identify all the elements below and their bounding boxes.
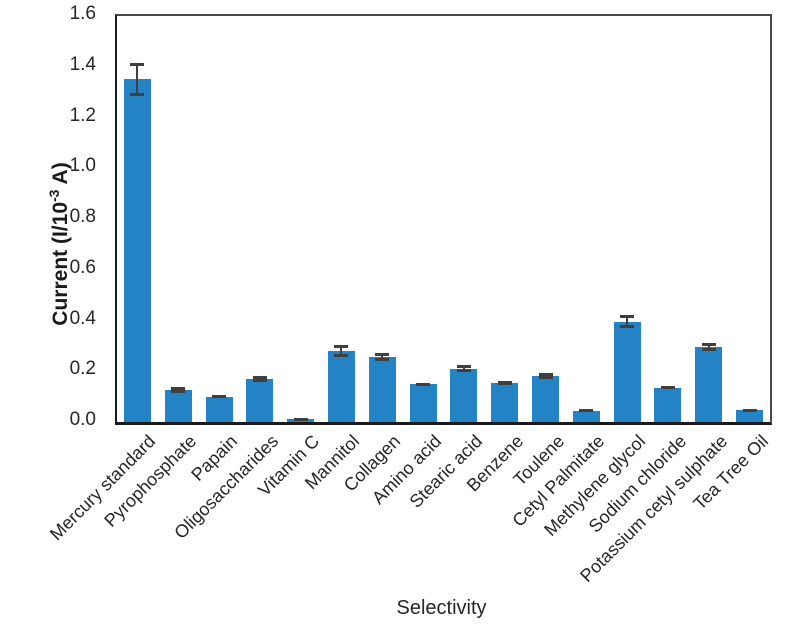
bar [695,347,723,422]
y-axis-title-superscript: -3 [46,189,62,202]
bar [572,410,600,422]
y-tick-label: 0.2 [69,358,96,380]
error-bar [375,353,390,362]
error-bar [701,342,716,352]
bar [532,376,560,422]
bar [123,79,151,422]
error-bar [130,62,145,96]
y-tick-label: 1.2 [69,104,96,126]
error-bar [252,375,267,382]
plot-area [115,14,772,425]
bar [736,410,764,422]
error-bar [456,365,471,372]
y-tick-label: 0.6 [69,256,96,278]
y-tick-label: 1.4 [69,53,96,75]
bar [450,368,478,422]
error-bar [334,345,349,357]
bar [164,390,192,422]
y-tick-label: 1.0 [69,155,96,177]
error-bar [171,387,186,394]
bar [368,357,396,422]
error-bar [660,385,675,390]
bar [654,387,682,422]
x-axis-title: Selectivity [396,597,487,619]
bar [613,321,641,422]
error-bar [416,382,431,387]
error-bar [742,409,757,413]
y-tick-label: 0.4 [69,307,96,329]
error-bar [212,395,227,399]
bar [491,383,519,422]
error-bar [538,373,553,380]
error-bar [497,381,512,386]
y-tick-label: 1.6 [69,3,96,24]
error-bar [293,417,308,421]
y-tick-label: 0.0 [69,409,96,430]
y-tick-label: 0.8 [69,206,96,227]
bar [409,384,437,422]
bar [327,350,355,422]
bar [246,378,274,422]
error-bar [620,315,635,329]
error-bar [579,409,594,413]
bar [205,396,233,422]
